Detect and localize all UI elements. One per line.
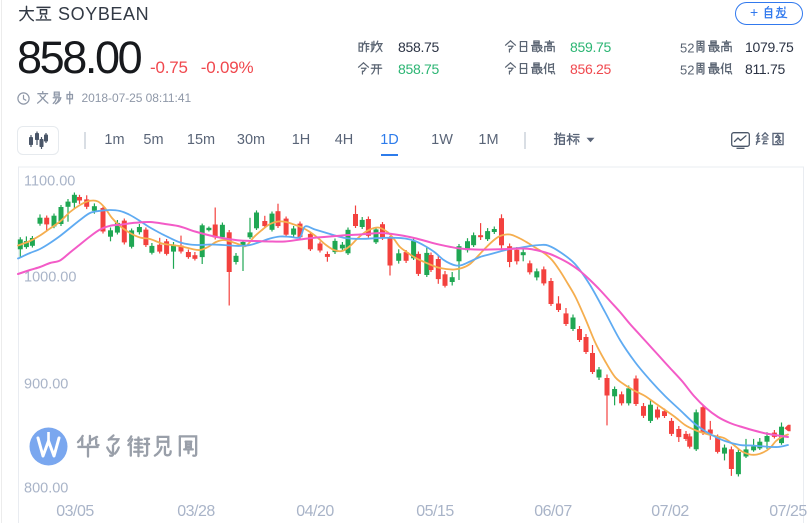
svg-text:07/02: 07/02 <box>651 503 689 520</box>
svg-text:1000.00: 1000.00 <box>24 270 76 286</box>
svg-text:800.00: 800.00 <box>24 481 68 497</box>
svg-text:05/15: 05/15 <box>416 503 454 520</box>
svg-text:900.00: 900.00 <box>24 377 68 393</box>
svg-text:03/05: 03/05 <box>56 503 94 520</box>
svg-text:04/20: 04/20 <box>296 503 334 520</box>
svg-text:1100.00: 1100.00 <box>24 174 75 190</box>
svg-text:03/28: 03/28 <box>177 503 215 520</box>
svg-text:06/07: 06/07 <box>534 503 572 520</box>
svg-text:07/25: 07/25 <box>769 503 807 520</box>
